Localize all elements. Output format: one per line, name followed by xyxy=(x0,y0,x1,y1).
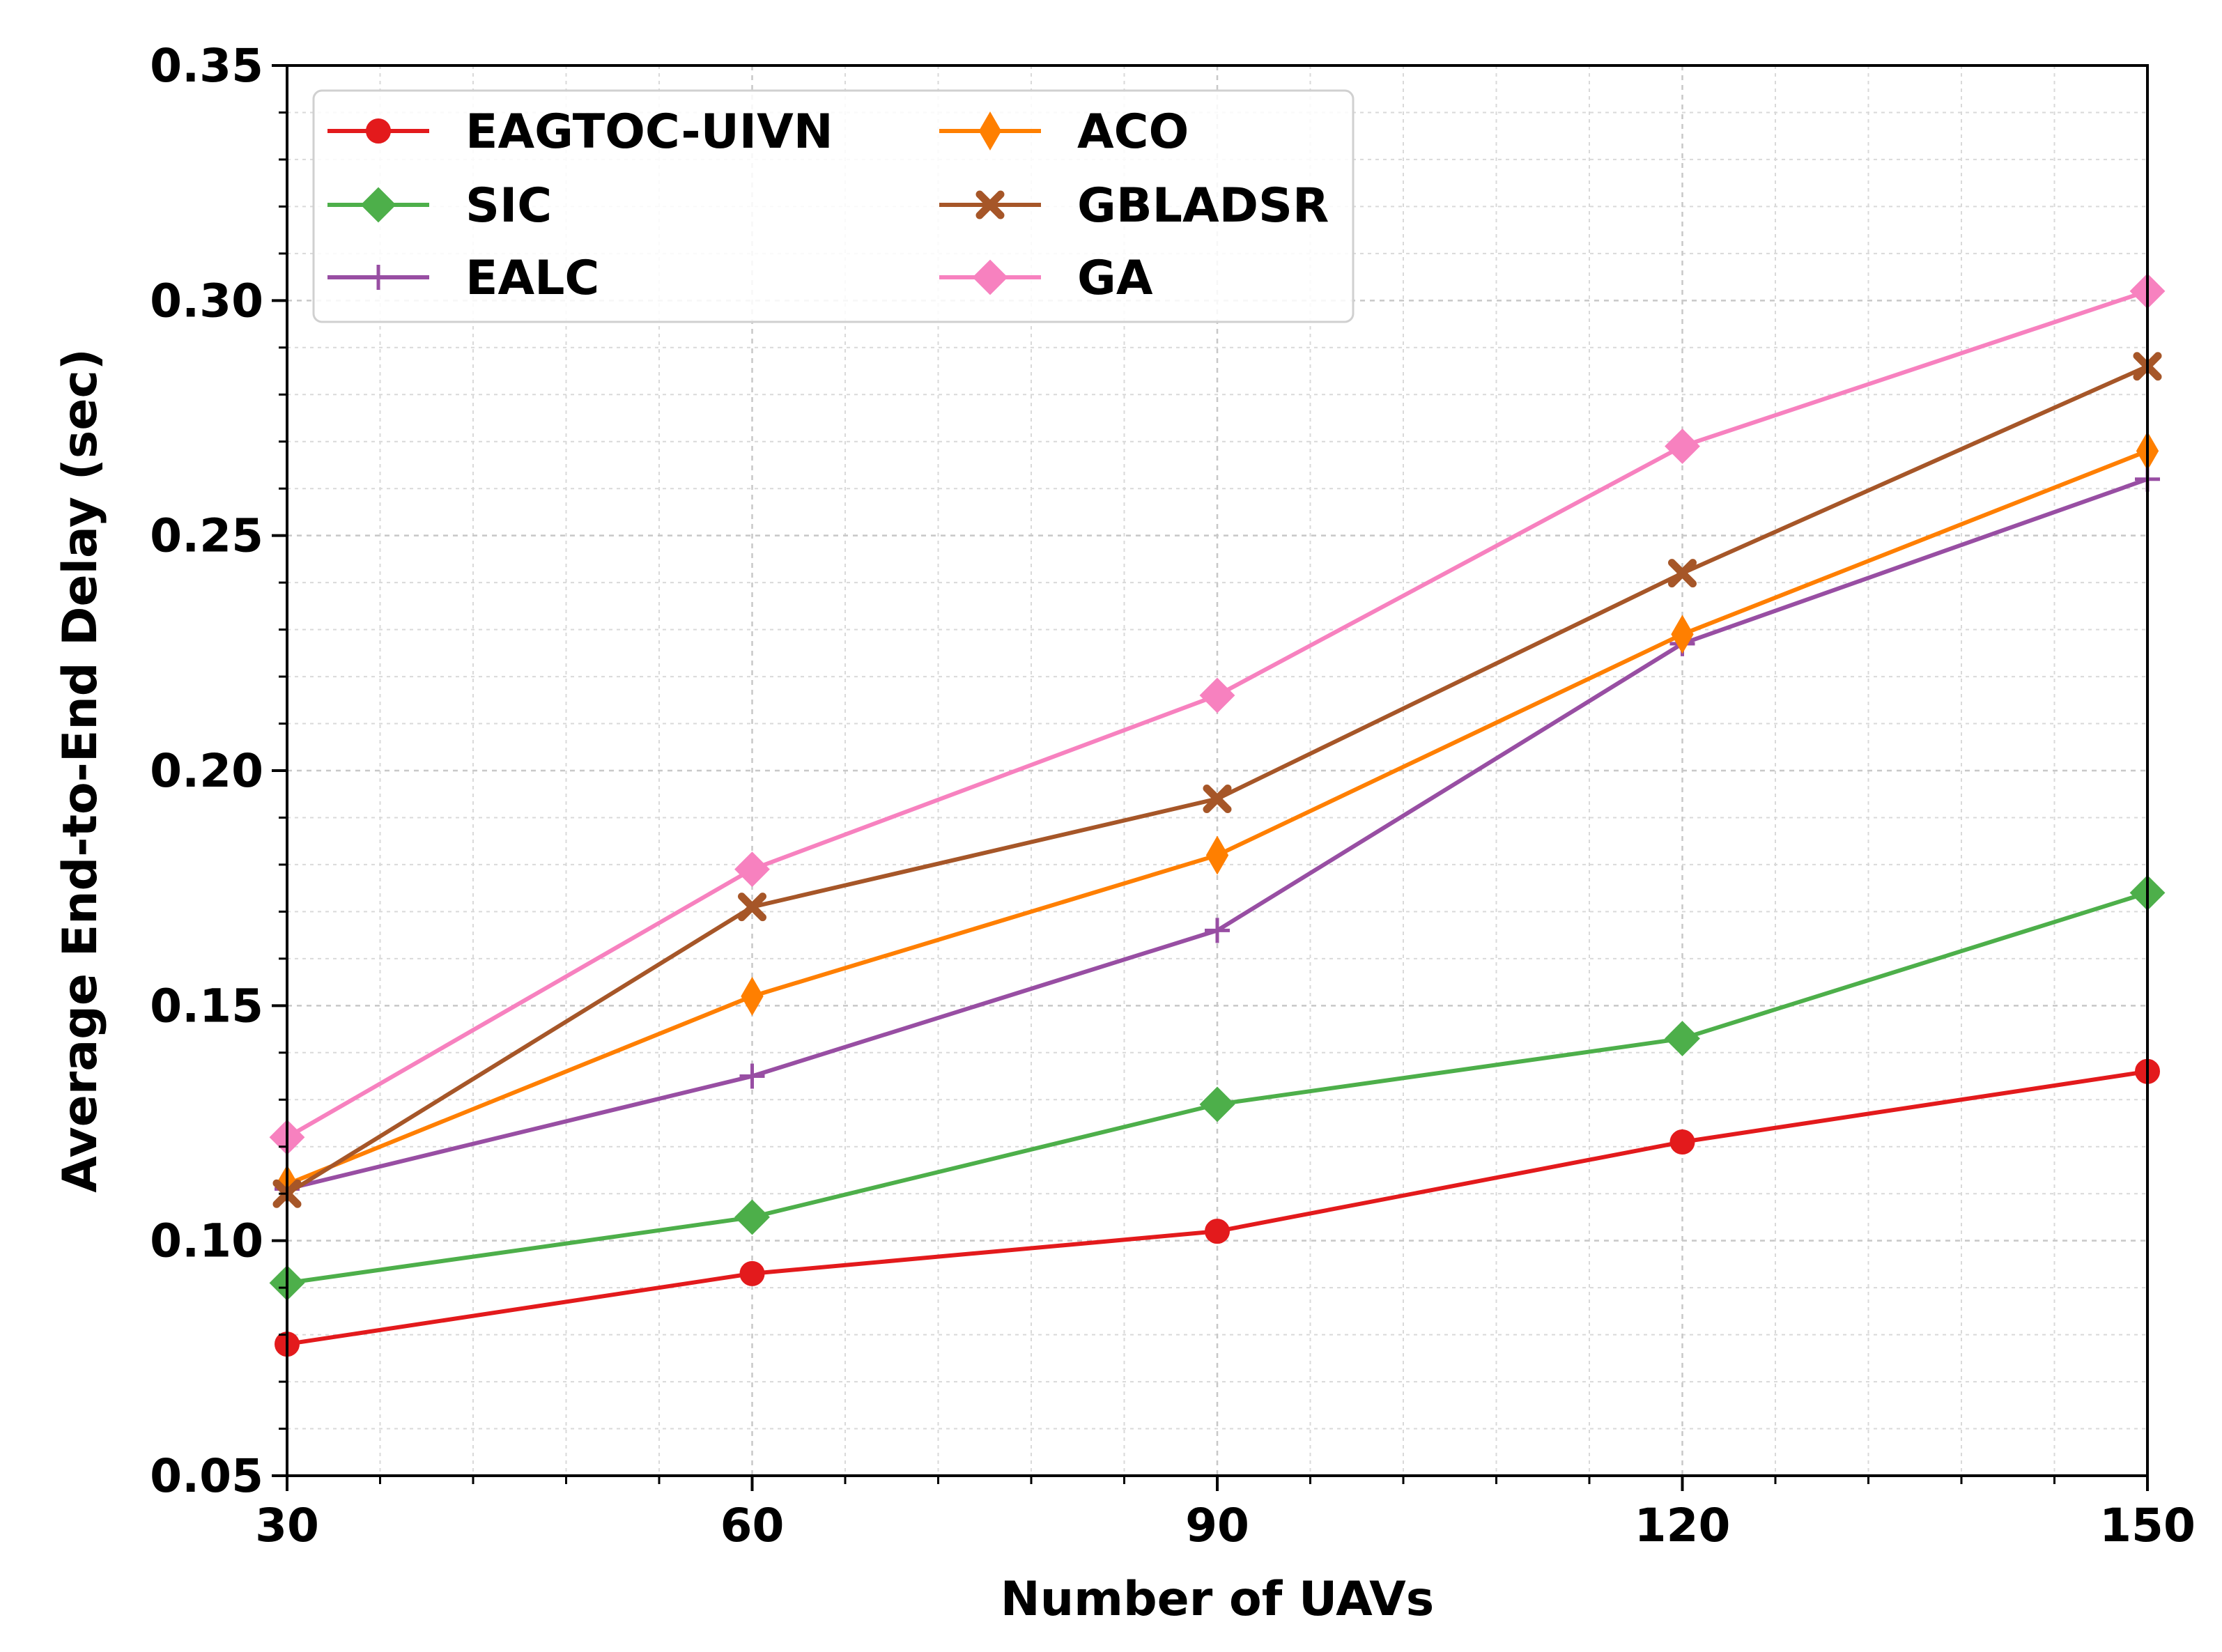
legend-item: EALC xyxy=(327,251,599,306)
data-point xyxy=(739,1063,765,1089)
legend-item: ACO xyxy=(939,105,1189,160)
legend-label: EALC xyxy=(465,251,599,306)
legend-swatch-marker xyxy=(360,187,396,223)
data-point xyxy=(1205,1219,1230,1244)
y-tick-label: 0.05 xyxy=(150,1449,263,1503)
x-tick-label: 150 xyxy=(2099,1499,2196,1552)
legend-item: GA xyxy=(939,251,1153,306)
y-tick-label: 0.10 xyxy=(150,1214,263,1268)
y-tick-label: 0.35 xyxy=(150,39,263,93)
data-point-b xyxy=(1668,559,1697,588)
x-tick-label: 30 xyxy=(255,1499,319,1552)
legend-label: SIC xyxy=(465,178,552,233)
legend-label: GBLADSR xyxy=(1077,178,1329,233)
legend-swatch-marker xyxy=(978,111,1002,151)
data-point xyxy=(1203,784,1232,813)
data-point xyxy=(734,1199,770,1235)
x-tick-label: 90 xyxy=(1185,1499,1249,1552)
legend-box xyxy=(312,89,1355,323)
y-tick-label: 0.15 xyxy=(150,979,263,1033)
data-point xyxy=(1665,429,1700,464)
data-point xyxy=(741,976,764,1016)
data-point xyxy=(1205,918,1230,943)
ticks-layer: 30 60 90 120 150 0.05 0.10 0.15 0.20 0.25 0.30 0.35 xyxy=(150,39,2196,1552)
x-axis-label: Number of UAVs xyxy=(1001,1572,1434,1627)
legend-swatch-marker xyxy=(972,259,1008,295)
data-point xyxy=(1199,1086,1235,1122)
y-tick-label: 0.20 xyxy=(150,744,263,798)
data-point xyxy=(1205,835,1229,875)
data-point xyxy=(1665,1021,1700,1056)
data-point xyxy=(738,893,766,922)
series-eagtoc-uivn xyxy=(275,1058,2160,1357)
data-point xyxy=(1199,677,1235,713)
series-sic xyxy=(269,874,2166,1301)
legend-item: GBLADSR xyxy=(939,178,1329,233)
legend-item: EAGTOC-UIVN xyxy=(327,105,833,160)
y-tick-label: 0.30 xyxy=(150,274,263,327)
legend-swatch-marker xyxy=(366,118,391,144)
data-point xyxy=(739,1260,765,1286)
x-tick-label: 60 xyxy=(720,1499,785,1552)
data-point xyxy=(1671,615,1694,654)
legend-label: ACO xyxy=(1077,105,1189,160)
data-point xyxy=(734,851,770,888)
y-tick-label: 0.25 xyxy=(150,509,263,563)
legend: EAGTOC-UIVN SIC EALC ACO GBLADSR GA xyxy=(312,89,1355,323)
y-axis-label: Average End-to-End Delay (sec) xyxy=(53,348,108,1193)
legend-label: EAGTOC-UIVN xyxy=(465,105,833,160)
legend-swatch-marker-b xyxy=(975,190,1005,219)
data-point xyxy=(1668,559,1697,588)
x-tick-label: 120 xyxy=(1635,1499,1731,1552)
data-point-b xyxy=(1203,784,1232,813)
legend-item: SIC xyxy=(327,178,552,233)
legend-swatch-marker xyxy=(975,190,1005,219)
legend-swatch-marker xyxy=(366,265,391,290)
data-point-b xyxy=(738,893,766,922)
legend-label: GA xyxy=(1077,251,1153,306)
data-point xyxy=(1669,1129,1695,1155)
